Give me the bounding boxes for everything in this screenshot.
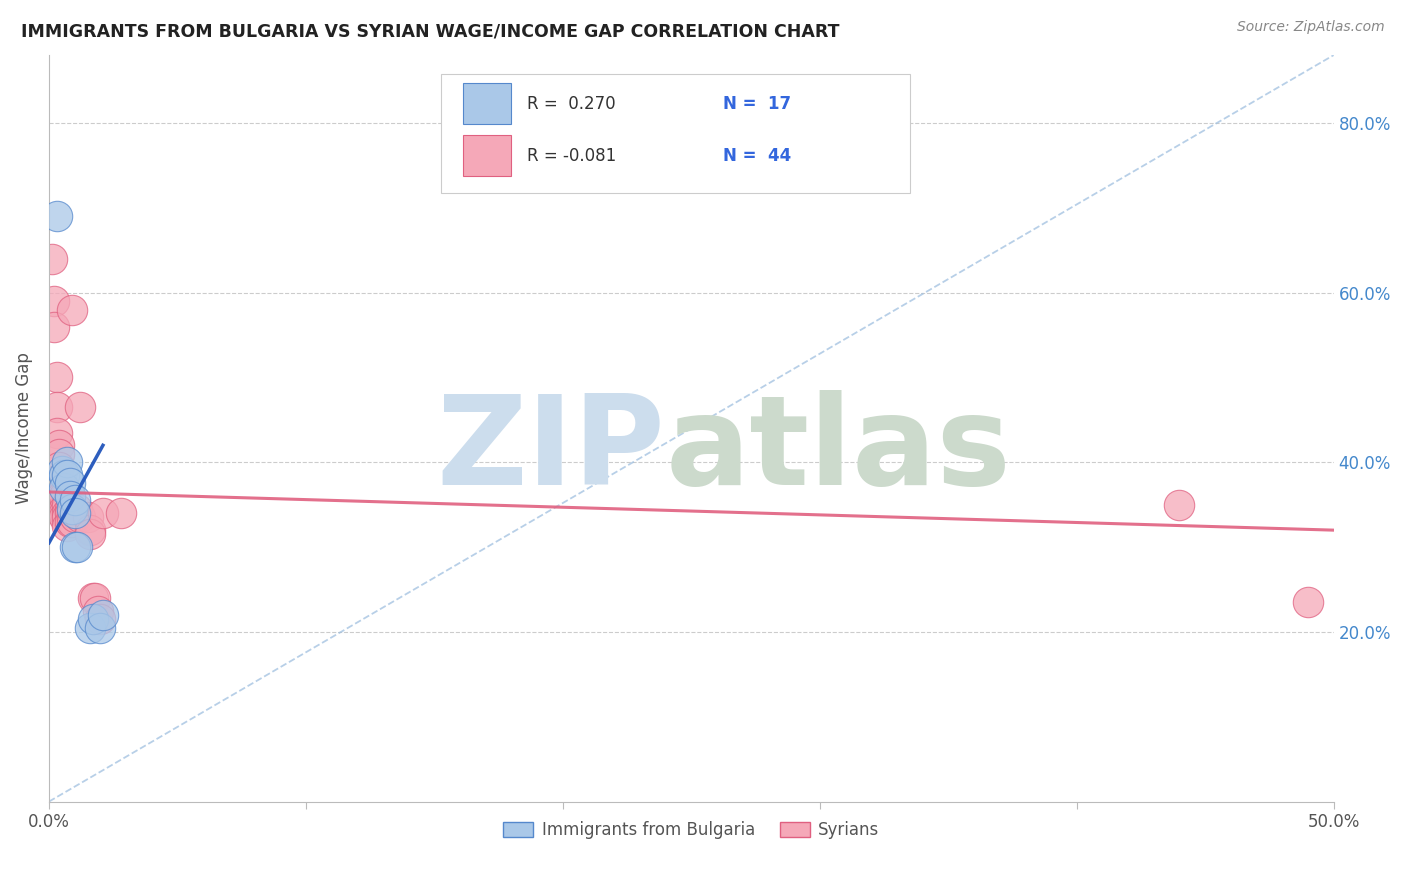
Point (45, 370, 67, 384)
Point (56, 510, 79, 524)
Point (42, 319, 65, 334)
Point (63, 540, 86, 554)
Point (110, 506, 132, 520)
Point (56, 519, 79, 533)
Point (79, 621, 101, 635)
Point (60, 302, 83, 317)
Point (84, 591, 107, 605)
Point (53, 502, 76, 516)
Point (63, 493, 86, 508)
Point (45, 209, 67, 223)
Point (91, 506, 114, 520)
Point (41, 252, 63, 266)
Point (58, 502, 80, 516)
Point (48, 447, 70, 461)
Point (51, 493, 73, 508)
Point (87, 604, 110, 618)
Text: Source: ZipAtlas.com: Source: ZipAtlas.com (1237, 20, 1385, 34)
Point (51, 506, 73, 520)
Point (53, 489, 76, 503)
Point (82, 591, 104, 605)
Point (76, 510, 98, 524)
Point (45, 400, 67, 414)
Point (60, 506, 83, 520)
Point (63, 506, 86, 520)
Point (58, 489, 80, 503)
Point (51, 481, 73, 495)
Point (91, 607, 114, 622)
Bar (463, 136, 512, 177)
Point (48, 438, 70, 452)
Point (51, 502, 73, 516)
Point (69, 400, 91, 414)
Point (53, 481, 76, 495)
Point (58, 476, 80, 491)
Point (48, 459, 70, 474)
Point (51, 464, 73, 478)
Point (51, 489, 73, 503)
Text: IMMIGRANTS FROM BULGARIA VS SYRIAN WAGE/INCOME GAP CORRELATION CHART: IMMIGRANTS FROM BULGARIA VS SYRIAN WAGE/… (21, 22, 839, 40)
Point (58, 515, 80, 529)
Point (1296, 595, 1319, 609)
Point (82, 612, 104, 626)
Point (53, 468, 76, 483)
Point (79, 527, 101, 541)
Point (89, 612, 111, 626)
Text: R = -0.081: R = -0.081 (527, 147, 616, 165)
Point (66, 540, 89, 554)
Point (79, 523, 101, 537)
Point (69, 510, 91, 524)
Text: R =  0.270: R = 0.270 (527, 95, 616, 112)
Point (66, 502, 89, 516)
Point (56, 506, 79, 520)
Point (60, 502, 83, 516)
Point (48, 472, 70, 486)
FancyBboxPatch shape (441, 74, 910, 194)
Point (56, 455, 79, 469)
Point (56, 468, 79, 483)
Bar (463, 83, 512, 124)
Point (60, 515, 83, 529)
Text: atlas: atlas (665, 391, 1011, 511)
Y-axis label: Wage/Income Gap: Wage/Income Gap (15, 352, 32, 504)
Text: N =  17: N = 17 (724, 95, 792, 112)
Point (42, 294, 65, 309)
Point (56, 498, 79, 512)
Legend: Immigrants from Bulgaria, Syrians: Immigrants from Bulgaria, Syrians (496, 814, 886, 846)
Point (1168, 498, 1191, 512)
Point (63, 510, 86, 524)
Point (58, 506, 80, 520)
Text: N =  44: N = 44 (724, 147, 792, 165)
Point (53, 506, 76, 520)
Point (89, 621, 111, 635)
Point (53, 510, 76, 524)
Text: ZIP: ZIP (437, 391, 665, 511)
Point (45, 425, 67, 440)
